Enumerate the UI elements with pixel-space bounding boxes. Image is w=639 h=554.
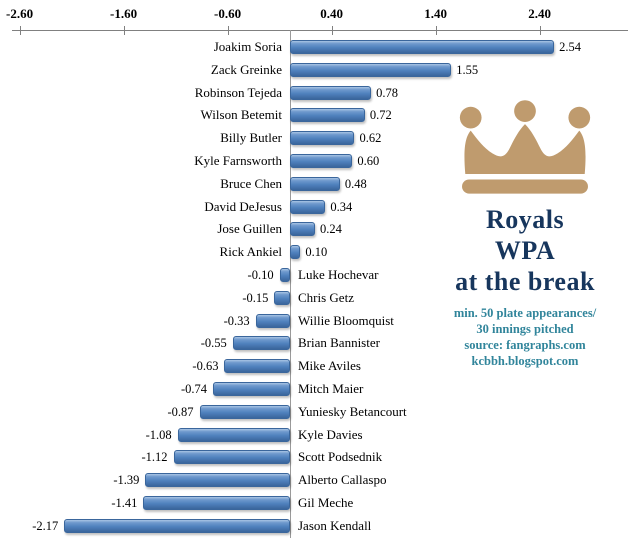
bar-value-label: 0.78 bbox=[376, 85, 398, 100]
subtitle-line-3: source: fangraphs.com bbox=[464, 338, 586, 352]
bar-value-label: 0.72 bbox=[369, 108, 392, 123]
player-name: Scott Podsednik bbox=[298, 449, 383, 465]
bar-value-label: -1.08 bbox=[145, 427, 172, 442]
bar bbox=[290, 85, 372, 100]
annotation-block: Royals WPA at the break min. 50 plate ap… bbox=[416, 98, 634, 369]
player-name: Chris Getz bbox=[298, 289, 354, 305]
bar bbox=[143, 496, 290, 510]
axis-tick-label: -0.60 bbox=[214, 6, 242, 21]
title-line-2: WPA bbox=[494, 236, 556, 265]
title-line-3: at the break bbox=[455, 267, 595, 296]
player-name: Wilson Betemit bbox=[200, 107, 282, 123]
chart-subtitle: min. 50 plate appearances/ 30 innings pi… bbox=[416, 305, 634, 369]
player-name: Gil Meche bbox=[298, 495, 354, 510]
axis-tick bbox=[19, 26, 21, 35]
axis-tick-label: 1.40 bbox=[424, 6, 447, 21]
axis-tick bbox=[331, 26, 333, 35]
bar bbox=[290, 199, 326, 214]
bar bbox=[290, 62, 452, 77]
axis-tick-label: -2.60 bbox=[6, 6, 34, 21]
bar bbox=[290, 176, 340, 191]
title-line-1: Royals bbox=[485, 205, 565, 234]
player-name: Yuniesky Betancourt bbox=[298, 403, 407, 419]
player-name: Jose Guillen bbox=[217, 221, 282, 237]
bar-value-label: 0.10 bbox=[305, 245, 328, 260]
player-name: Kyle Farnsworth bbox=[194, 153, 282, 168]
chart-title: Royals WPA at the break bbox=[416, 204, 634, 297]
axis-tick-label: 0.40 bbox=[320, 6, 343, 21]
player-name: Jason Kendall bbox=[298, 517, 372, 533]
player-name: Zack Greinke bbox=[210, 61, 282, 77]
bar-value-label: 0.24 bbox=[319, 222, 342, 237]
bar-value-label: 0.34 bbox=[330, 199, 353, 214]
bar-value-label: 2.54 bbox=[559, 40, 582, 54]
bar bbox=[290, 40, 555, 54]
zero-gridline bbox=[290, 30, 291, 538]
player-name: Alberto Callaspo bbox=[298, 472, 387, 488]
bar bbox=[290, 131, 355, 146]
bar-value-label: 1.55 bbox=[456, 62, 479, 77]
bar-value-label: -1.39 bbox=[113, 473, 140, 488]
bar-value-label: 0.60 bbox=[357, 154, 380, 168]
bar bbox=[290, 222, 315, 237]
bar-value-label: -0.63 bbox=[192, 359, 219, 374]
player-name: Willie Bloomquist bbox=[298, 312, 394, 328]
royals-crown-icon bbox=[459, 100, 591, 194]
axis-tick bbox=[435, 26, 437, 35]
player-name: Brian Bannister bbox=[298, 335, 380, 351]
player-name: Bruce Chen bbox=[220, 175, 282, 191]
player-name: David DeJesus bbox=[204, 198, 282, 214]
player-name: Robinson Tejeda bbox=[194, 84, 282, 100]
bar bbox=[173, 450, 290, 465]
bar bbox=[290, 245, 301, 260]
player-name: Luke Hochevar bbox=[298, 267, 379, 282]
subtitle-line-1: min. 50 plate appearances/ bbox=[453, 306, 597, 320]
bar-value-label: 0.48 bbox=[344, 176, 367, 191]
bar bbox=[279, 268, 290, 282]
bar-value-label: -0.33 bbox=[223, 313, 250, 328]
bar bbox=[290, 154, 353, 168]
bar-value-label: -1.12 bbox=[141, 450, 168, 465]
bar-value-label: -0.15 bbox=[242, 290, 269, 305]
axis-tick bbox=[539, 26, 541, 35]
bar bbox=[199, 404, 290, 419]
player-name: Billy Butler bbox=[220, 130, 282, 146]
bar bbox=[145, 473, 290, 488]
player-name: Rick Ankiel bbox=[219, 244, 282, 260]
subtitle-line-2: 30 innings pitched bbox=[476, 322, 574, 336]
axis-tick-label: 2.40 bbox=[528, 6, 551, 21]
player-name: Joakim Soria bbox=[213, 39, 282, 54]
bar bbox=[290, 108, 365, 123]
player-name: Mitch Maier bbox=[298, 381, 364, 396]
bar bbox=[177, 427, 290, 442]
player-name: Mike Aviles bbox=[298, 358, 361, 374]
bar bbox=[64, 518, 290, 533]
axis-tick-label: -1.60 bbox=[110, 6, 138, 21]
player-name: Kyle Davies bbox=[298, 426, 363, 442]
bar-value-label: -0.10 bbox=[247, 268, 274, 282]
axis-tick bbox=[123, 26, 125, 35]
bar bbox=[213, 382, 290, 396]
subtitle-line-4: kcbbh.blogspot.com bbox=[471, 354, 579, 368]
bar bbox=[255, 313, 290, 328]
bar-value-label: -2.17 bbox=[32, 518, 59, 533]
bar bbox=[274, 290, 290, 305]
bar-value-label: -1.41 bbox=[111, 496, 138, 510]
bar-value-label: -0.74 bbox=[180, 382, 208, 396]
axis-tick bbox=[227, 26, 229, 35]
bar-value-label: -0.87 bbox=[167, 404, 194, 419]
bar bbox=[232, 336, 290, 351]
bar-value-label: 0.62 bbox=[359, 131, 382, 146]
bar-value-label: -0.55 bbox=[200, 336, 227, 351]
bar bbox=[224, 359, 290, 374]
x-axis-line bbox=[12, 30, 628, 31]
